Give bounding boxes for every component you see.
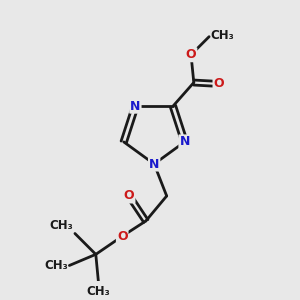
Text: N: N xyxy=(179,135,190,148)
Text: O: O xyxy=(124,190,134,202)
Text: CH₃: CH₃ xyxy=(211,29,234,42)
Text: O: O xyxy=(186,48,196,61)
Text: N: N xyxy=(130,100,141,113)
Text: N: N xyxy=(149,158,159,170)
Text: O: O xyxy=(117,230,128,243)
Text: CH₃: CH₃ xyxy=(44,259,68,272)
Text: CH₃: CH₃ xyxy=(87,285,110,298)
Text: O: O xyxy=(214,77,224,90)
Text: CH₃: CH₃ xyxy=(49,219,73,232)
